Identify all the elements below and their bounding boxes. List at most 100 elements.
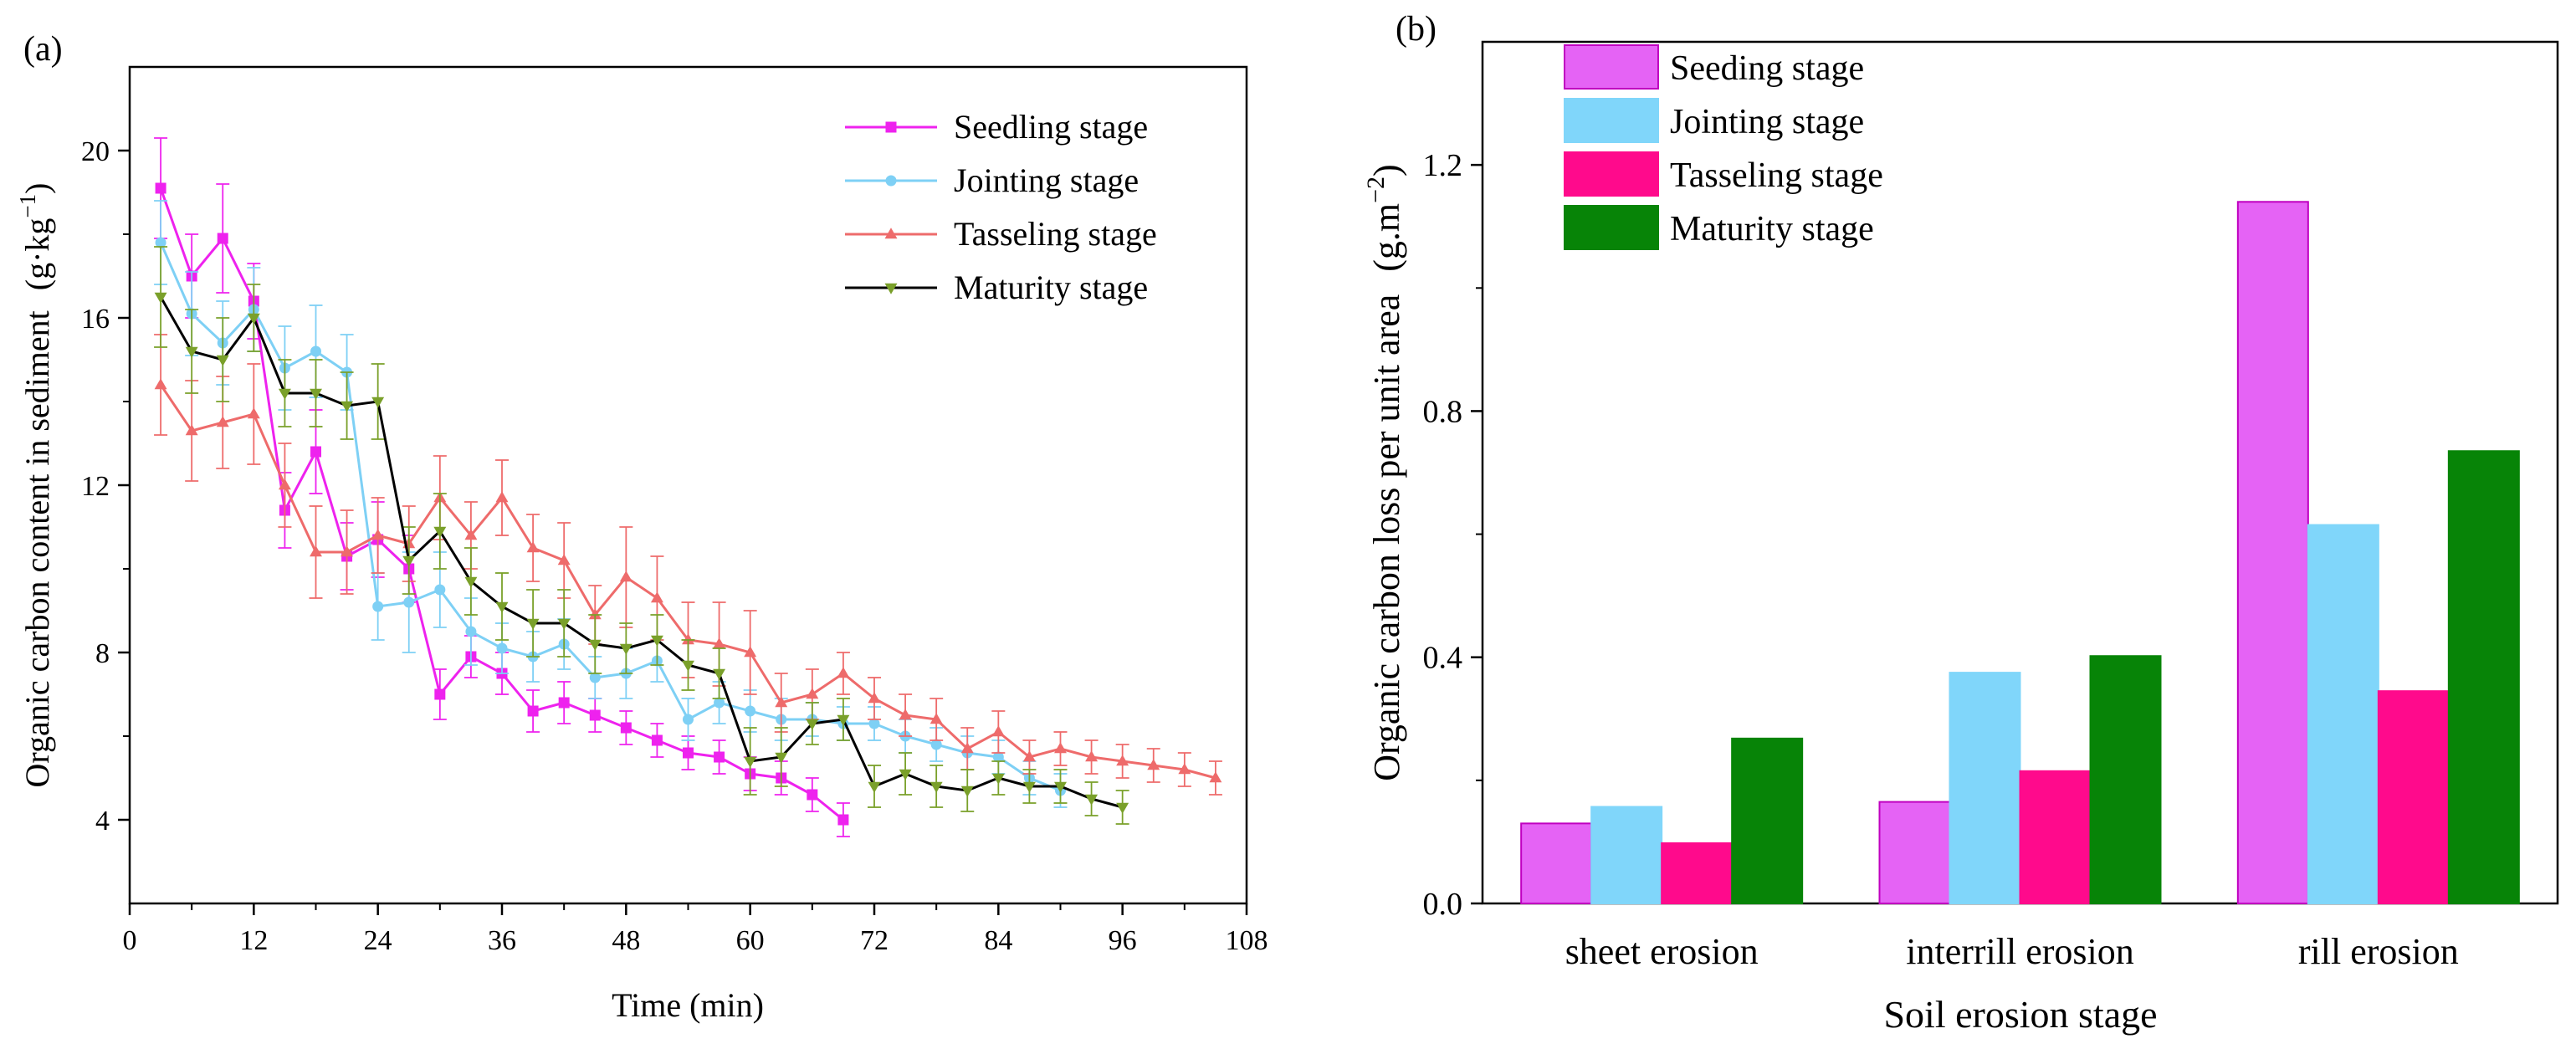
data-point: [247, 407, 260, 419]
panel-a-x-tick-label: 108: [1226, 925, 1268, 956]
data-point: [1085, 750, 1099, 762]
data-point: [403, 596, 415, 608]
data-point: [433, 526, 447, 538]
panel-b: (b) 0.0 0.4 0.8 1.2 sheet erosion interrill …: [1362, 10, 2559, 1036]
data-point: [930, 781, 943, 793]
data-point: [1054, 742, 1067, 754]
data-point: [185, 424, 198, 436]
series-line-maturity-stage: [159, 296, 1124, 809]
panel-b-y-label-close: ): [1366, 164, 1407, 177]
panel-a-y-label-main: Organic carbon content in sediment: [18, 310, 56, 787]
data-point: [371, 529, 385, 540]
data-point: [247, 313, 260, 325]
data-point: [1209, 771, 1222, 783]
panel-a-x-tick-label: 96: [1109, 925, 1137, 956]
data-point: [1022, 781, 1036, 793]
data-point: [744, 646, 757, 658]
data-point: [1116, 755, 1129, 766]
data-point: [1085, 794, 1099, 806]
data-point: [217, 233, 228, 244]
data-point: [930, 739, 942, 750]
data-point: [341, 545, 354, 557]
legend-swatch-jointing-stage: [1564, 98, 1659, 143]
bar-interrill-erosion-tasseling-stage: [2019, 770, 2092, 904]
panel-b-label: (b): [1396, 10, 1437, 49]
data-point: [278, 478, 291, 490]
panel-a-x-tick-label: 36: [488, 925, 516, 956]
panel-a-x-tick-label: 84: [984, 925, 1012, 956]
bar-sheet-erosion-tasseling-stage: [1661, 842, 1734, 905]
legend-label-seedling-stage: Seedling stage: [954, 108, 1148, 146]
data-point: [154, 292, 167, 304]
panel-a-y-label-sup: −1: [15, 194, 40, 218]
data-point: [310, 446, 321, 458]
data-point: [683, 747, 694, 759]
data-point: [807, 789, 818, 801]
data-point: [991, 725, 1005, 737]
data-point: [806, 719, 819, 730]
legend-swatch-maturity-stage: [1564, 205, 1659, 250]
bar-sheet-erosion-jointing-stage: [1590, 806, 1663, 904]
panel-a-x-axis-label: Time (min): [612, 986, 764, 1024]
bar-sheet-erosion-maturity-stage: [1731, 737, 1804, 904]
data-point: [557, 554, 571, 565]
data-point: [714, 751, 725, 763]
data-point: [434, 584, 446, 596]
data-point: [154, 378, 167, 390]
legend-marker-jointing-stage: [885, 175, 897, 187]
data-point: [589, 672, 601, 683]
data-point: [495, 491, 509, 503]
legend-label-maturity-stage: Maturity stage: [1670, 210, 1874, 248]
panel-a-y-label-unit: (g·kg: [18, 218, 56, 291]
panel-a-y-ticks: 4 8 12 16 20: [81, 136, 130, 837]
data-point: [620, 722, 632, 734]
series-jointing-stage: [154, 200, 1068, 808]
data-point: [713, 668, 726, 680]
data-point: [371, 397, 385, 408]
panel-a-x-tick-label: 24: [364, 925, 392, 956]
panel-b-y-axis-label: Organic carbon loss per unit area (g.m−2…: [1362, 164, 1407, 780]
data-point: [216, 355, 229, 366]
data-point: [868, 692, 881, 704]
data-point: [683, 714, 694, 725]
panel-b-x-axis-label: Soil erosion stage: [1883, 993, 2157, 1036]
data-point: [557, 618, 571, 630]
legend-marker-maturity-stage: [884, 283, 898, 294]
panel-b-x-tick-label: sheet erosion: [1565, 931, 1759, 972]
data-point: [619, 643, 632, 655]
panel-a-x-tick-label: 60: [736, 925, 765, 956]
data-point: [278, 388, 291, 400]
data-point: [1054, 781, 1067, 793]
legend-swatch-tasseling-stage: [1564, 151, 1659, 197]
data-point: [775, 696, 788, 708]
bar-rill-erosion-seeding-stage: [2236, 201, 2309, 905]
data-point: [899, 769, 912, 780]
data-point: [868, 781, 881, 793]
panel-a-x-tick-label: 12: [239, 925, 268, 956]
panel-b-x-tick-label: rill erosion: [2298, 931, 2459, 972]
panel-a-y-axis-label: Organic carbon content in sediment (g·kg…: [15, 183, 56, 788]
data-point: [464, 529, 478, 540]
data-point: [1178, 763, 1191, 775]
data-point: [960, 785, 974, 797]
data-point: [434, 688, 446, 700]
data-point: [526, 541, 540, 553]
panel-a-y-label-close: ): [18, 183, 56, 194]
panel-b-x-ticks: sheet erosion interrill erosion rill erosi…: [1565, 931, 2459, 972]
panel-b-bars: [1520, 201, 2520, 905]
data-point: [650, 591, 663, 603]
data-point: [713, 637, 726, 649]
series-maturity-stage: [154, 246, 1129, 825]
panel-b-y-tick-label: 1.2: [1423, 148, 1463, 183]
series-line-jointing-stage: [159, 242, 1062, 792]
data-point: [837, 814, 849, 826]
data-point: [1022, 750, 1036, 762]
panel-a-y-tick-label: 12: [81, 471, 110, 502]
data-point: [496, 642, 508, 654]
bar-sheet-erosion-seeding-stage: [1520, 822, 1593, 904]
data-point: [155, 182, 166, 194]
data-point: [991, 773, 1005, 785]
data-point: [526, 618, 540, 630]
panel-a-x-ticks: 0 12 24 36 48 60 72 84 96 108: [123, 903, 1268, 956]
